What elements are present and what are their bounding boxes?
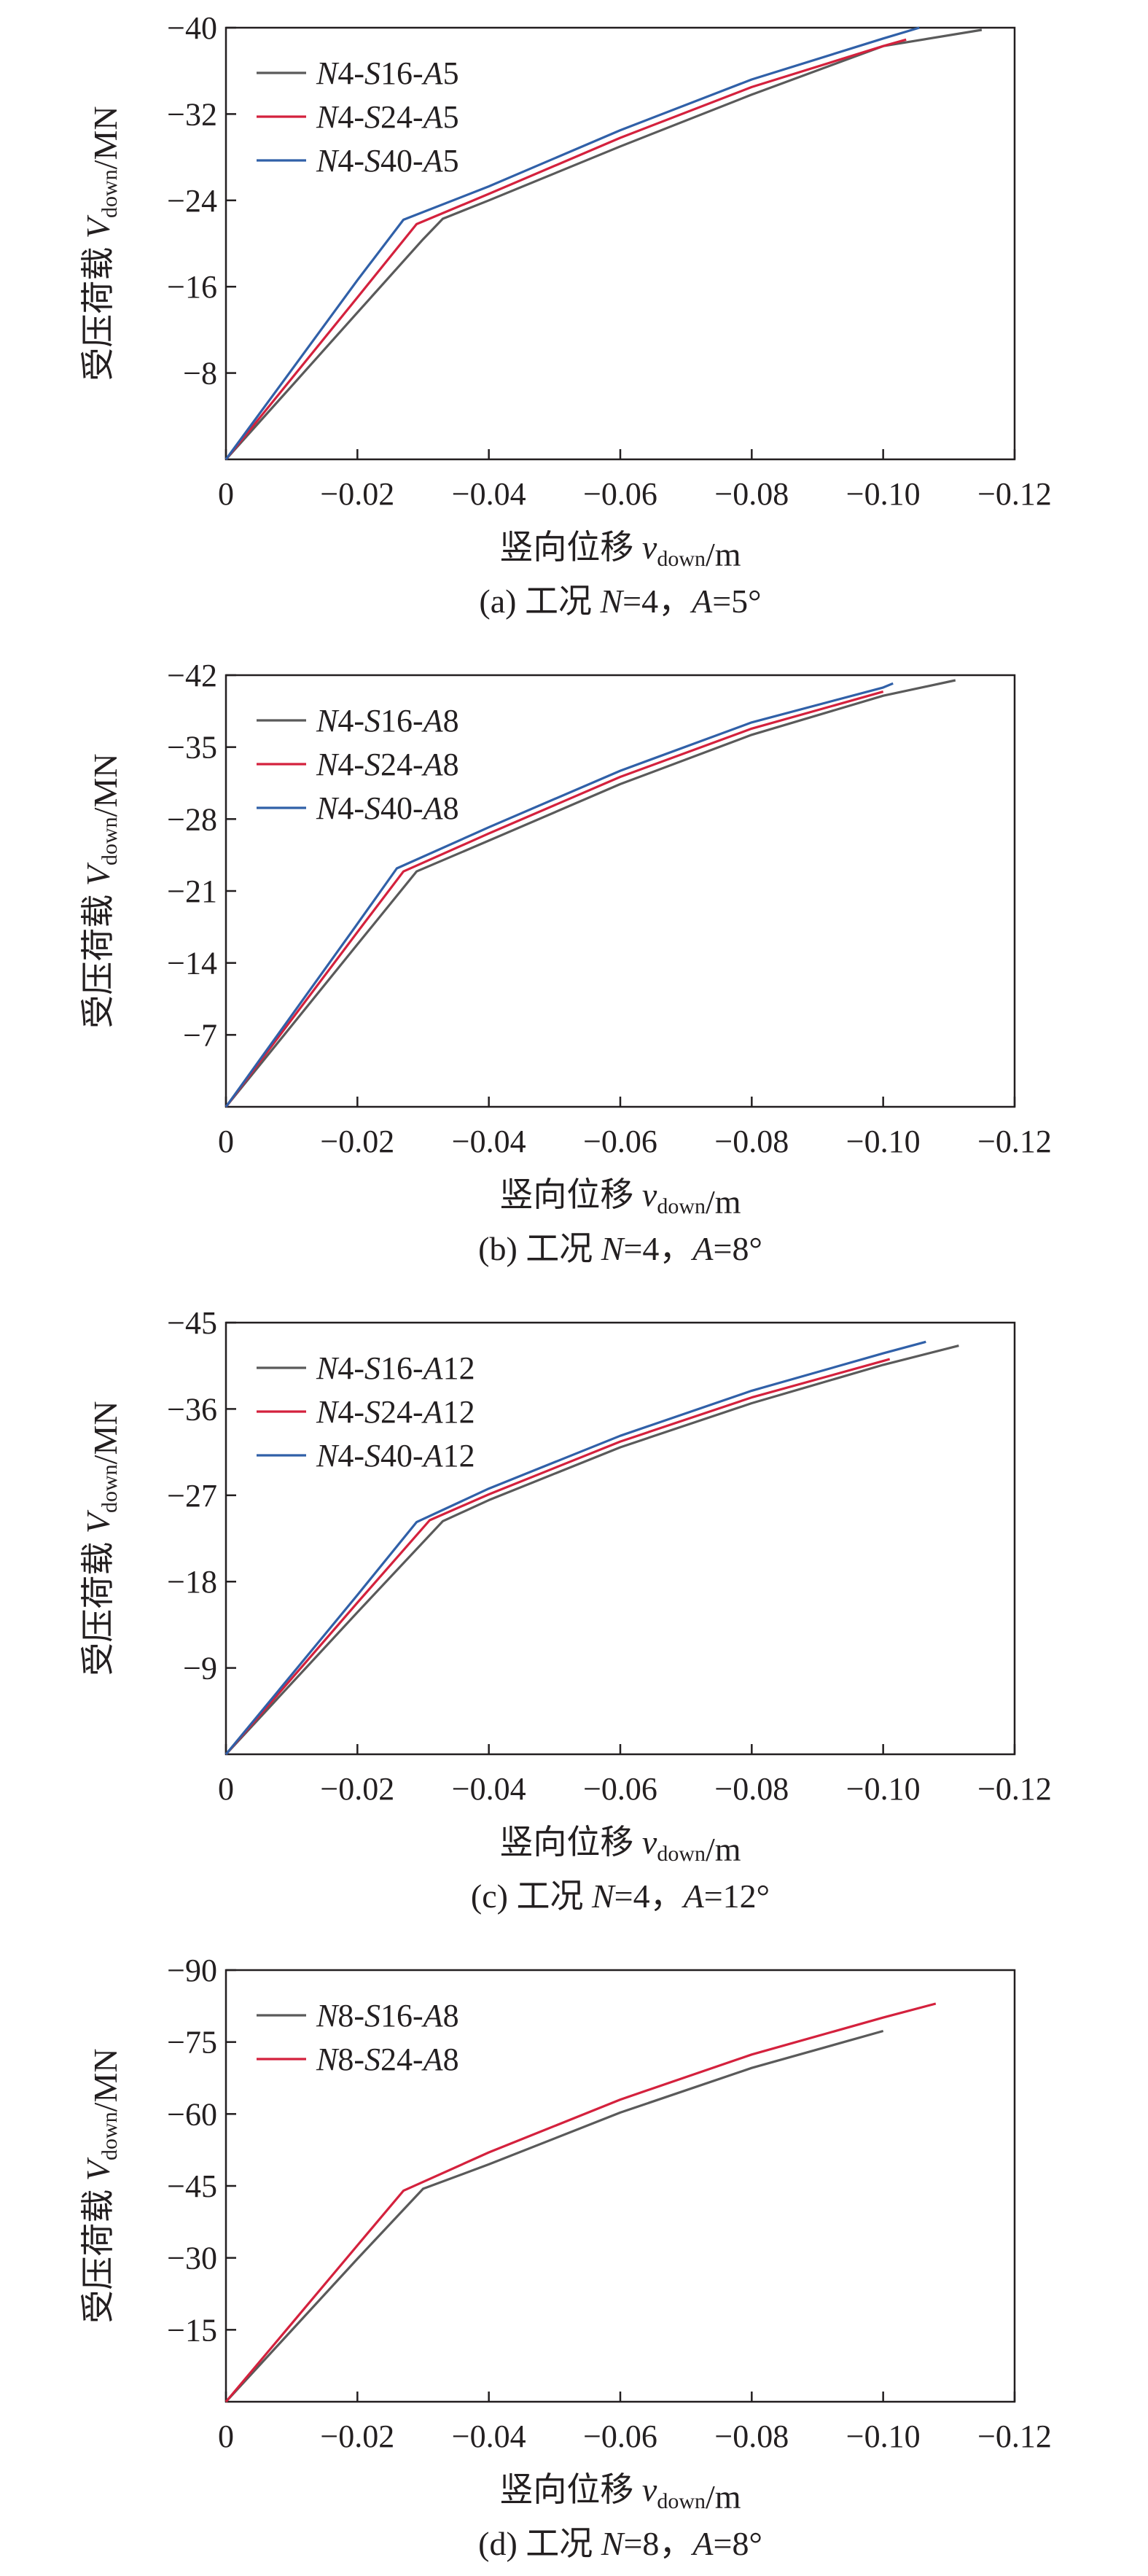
y-tick-label: −7 [183, 1017, 217, 1053]
x-tick-label: −0.02 [320, 1124, 394, 1159]
y-tick-label: −32 [167, 96, 217, 132]
panel-caption: (b) 工况 N=4，A=8° [478, 1230, 762, 1267]
series-line-N4-S24-A12 [224, 1358, 891, 1756]
legend-label: N4-S16-A12 [316, 1350, 475, 1386]
y-tick-label: −42 [167, 658, 217, 693]
legend-label: N8-S16-A8 [316, 1998, 459, 2034]
x-tick-label: −0.02 [320, 476, 394, 512]
series-line-N4-S40-A12 [224, 1340, 926, 1756]
x-tick-label: −0.06 [583, 2419, 657, 2454]
y-tick-label: −60 [167, 2096, 217, 2132]
series-line-N8-S24-A8 [224, 2002, 937, 2403]
y-tick-label: −40 [167, 10, 217, 46]
y-tick-label: −15 [167, 2312, 217, 2348]
y-tick-label: −90 [167, 1953, 217, 1988]
x-axis-title: 竖向位移 vdown/m [499, 529, 741, 573]
chart-panel-c: 0 −0.02 −0.04 −0.06 −0.08 −0.10 −0.12 −9 −18 −27 −… [79, 1305, 1052, 1915]
x-axis-title: 竖向位移 vdown/m [499, 1176, 741, 1221]
x-tick-label: −0.06 [583, 1124, 657, 1159]
x-axis-title: 竖向位移 vdown/m [499, 1824, 741, 1868]
legend-label: N4-S24-A8 [316, 747, 459, 782]
x-tick-label: −0.08 [714, 476, 789, 512]
series-line-N4-S40-A8 [224, 682, 894, 1108]
y-tick-label: −30 [167, 2241, 217, 2276]
y-tick-label: −18 [167, 1564, 217, 1600]
y-tick-label: −75 [167, 2025, 217, 2061]
x-tick-label: −0.10 [846, 1124, 921, 1159]
y-tick-label: −35 [167, 730, 217, 766]
x-tick-label: −0.12 [977, 1771, 1052, 1807]
plot-frame [224, 1321, 1016, 1756]
legend-label: N4-S40-A12 [316, 1438, 475, 1474]
y-tick-label: −45 [167, 1305, 217, 1341]
x-tick-label: −0.08 [714, 1771, 789, 1807]
y-axis-title: 受压荷载 Vdown/MN [79, 106, 124, 381]
y-tick-label: −36 [167, 1391, 217, 1427]
legend-label: N4-S24-A5 [316, 99, 459, 135]
x-tick-label: −0.12 [977, 476, 1052, 512]
chart-panel-d: 0 −0.02 −0.04 −0.06 −0.08 −0.10 −0.12 −15 −30 −45… [79, 1953, 1052, 2562]
series-line-N4-S16-A12 [224, 1345, 959, 1756]
y-axis-title: 受压荷载 Vdown/MN [79, 753, 124, 1028]
legend-label: N4-S24-A12 [316, 1394, 475, 1430]
series-line-N4-S40-A5 [224, 26, 920, 460]
y-tick-label: −21 [167, 873, 217, 909]
y-axis-title: 受压荷载 Vdown/MN [79, 1401, 124, 1676]
y-tick-label: −8 [183, 356, 217, 392]
y-tick-label: −9 [183, 1651, 217, 1686]
series-line-N4-S24-A8 [224, 690, 884, 1108]
chart-panel-b: 0 −0.02 −0.04 −0.06 −0.08 −0.10 −0.12 −7 −14 −21 −… [79, 658, 1052, 1267]
x-tick-label: 0 [218, 1124, 234, 1159]
panel-caption: (a) 工况 N=4，A=5° [479, 583, 761, 620]
x-tick-label: 0 [218, 1771, 234, 1807]
y-tick-label: −14 [167, 946, 217, 981]
x-tick-label: −0.10 [846, 1771, 921, 1807]
y-tick-label: −24 [167, 183, 217, 219]
x-tick-label: −0.04 [452, 1771, 526, 1807]
x-tick-label: −0.04 [452, 2419, 526, 2454]
legend-label: N4-S16-A5 [316, 55, 459, 91]
x-tick-label: −0.06 [583, 1771, 657, 1807]
legend-label: N4-S16-A8 [316, 703, 459, 739]
y-tick-label: −16 [167, 269, 217, 305]
x-tick-label: −0.06 [583, 476, 657, 512]
legend-label: N4-S40-A8 [316, 790, 459, 826]
legend-label: N8-S24-A8 [316, 2042, 459, 2077]
x-tick-label: −0.04 [452, 1124, 526, 1159]
y-axis-title: 受压荷载 Vdown/MN [79, 2048, 124, 2323]
series-line-N4-S16-A5 [224, 28, 983, 461]
x-tick-label: −0.12 [977, 2419, 1052, 2454]
x-tick-label: 0 [218, 476, 234, 512]
x-tick-label: −0.12 [977, 1124, 1052, 1159]
panel-caption: (c) 工况 N=4，A=12° [471, 1877, 770, 1915]
x-tick-label: −0.02 [320, 1771, 394, 1807]
series-line-N8-S16-A8 [224, 2029, 884, 2403]
chart-panel-a: 0 −0.02 −0.04 −0.06 −0.08 −0.10 −0.12 −8 −16 −24 −… [79, 10, 1052, 620]
y-tick-label: −45 [167, 2168, 217, 2204]
x-tick-label: −0.10 [846, 2419, 921, 2454]
plot-frame [224, 1969, 1016, 2403]
x-tick-label: −0.02 [320, 2419, 394, 2454]
legend-label: N4-S40-A5 [316, 143, 459, 179]
x-tick-label: 0 [218, 2419, 234, 2454]
x-tick-label: −0.08 [714, 1124, 789, 1159]
plot-frame [224, 674, 1016, 1108]
panel-caption: (d) 工况 N=8，A=8° [478, 2525, 762, 2562]
plot-frame [224, 26, 1016, 461]
x-tick-label: −0.10 [846, 476, 921, 512]
series-line-N4-S24-A5 [224, 38, 907, 461]
x-axis-title: 竖向位移 vdown/m [499, 2471, 741, 2515]
y-tick-label: −28 [167, 801, 217, 837]
y-tick-label: −27 [167, 1478, 217, 1514]
x-tick-label: −0.08 [714, 2419, 789, 2454]
x-tick-label: −0.04 [452, 476, 526, 512]
series-line-N4-S16-A8 [224, 679, 956, 1108]
